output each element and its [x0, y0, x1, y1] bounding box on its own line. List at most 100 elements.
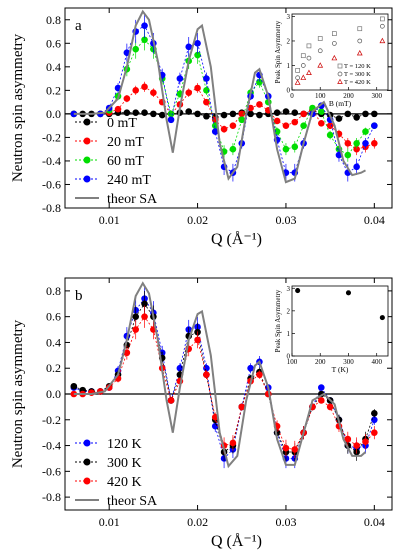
data-point [123, 349, 131, 357]
data-point [176, 75, 184, 82]
inset-y-axis-label: Peak Spin Asymmetry [274, 289, 282, 352]
data-point [282, 108, 290, 115]
data-point [291, 143, 299, 151]
legend-marker [83, 439, 91, 447]
data-point [247, 364, 254, 372]
inset-point [294, 79, 301, 85]
data-point [282, 145, 290, 153]
data-point [220, 125, 228, 133]
inset-point [332, 41, 337, 46]
y-tick-label: -0.6 [42, 177, 61, 191]
y-tick-label: 0.6 [46, 310, 61, 324]
legend-label: 120 K [107, 437, 142, 452]
y-tick-label: 0.8 [46, 13, 61, 27]
inset-x-tick-label: 100 [315, 92, 326, 100]
y-tick-label: 0.8 [46, 284, 61, 298]
data-point [167, 116, 175, 124]
inset-y-tick-label: 2 [287, 37, 291, 45]
legend-label: 300 K [107, 456, 142, 471]
y-tick-label: 0.6 [46, 36, 61, 50]
inset-point [356, 49, 363, 56]
y-tick-label: -0.4 [42, 154, 61, 168]
data-point [229, 122, 237, 129]
data-point [194, 336, 201, 344]
x-axis-label: Q (Å⁻¹) [211, 532, 262, 550]
legend-marker [83, 118, 91, 126]
inset-point [300, 53, 306, 59]
inset-legend-label: T = 120 K [344, 63, 371, 70]
y-tick-label: 0.2 [46, 361, 61, 375]
data-point [273, 109, 281, 117]
data-point [158, 111, 166, 119]
x-tick-label: 0.02 [187, 213, 208, 227]
legend-label: theor SA [107, 494, 158, 509]
inset-frame [291, 13, 389, 91]
data-point [273, 117, 281, 125]
legend-label: 420 K [107, 475, 142, 490]
data-point [317, 119, 325, 127]
inset-legend-marker [337, 78, 343, 84]
data-point [371, 416, 378, 424]
data-point [317, 108, 325, 115]
x-tick-label: 0.01 [99, 213, 120, 227]
y-tick-label: 0.2 [46, 83, 61, 97]
data-point [247, 110, 254, 118]
data-point [203, 87, 210, 94]
data-point [371, 122, 378, 129]
data-point [353, 442, 360, 449]
data-point [362, 110, 369, 118]
data-point [123, 95, 131, 102]
inset-x-tick-label: 200 [315, 358, 326, 366]
data-point [132, 87, 140, 94]
x-tick-label: 0.03 [275, 515, 296, 529]
x-tick-label: 0.04 [364, 515, 385, 529]
panel-label: b [75, 288, 83, 304]
data-point [282, 444, 290, 452]
chart-panel-a: -0.8 -0.6 -0.4 -0.2 0.0 0.2 0.4 0.6 0.8 0.01 0.02 0… [10, 7, 393, 248]
inset-x-tick-label: 200 [343, 92, 354, 100]
data-point [353, 145, 360, 153]
data-point [317, 397, 325, 404]
data-point [185, 43, 193, 51]
data-point [141, 300, 148, 308]
data-point [256, 101, 263, 108]
theory-curve [73, 9, 366, 184]
legend-label: 60 mT [107, 154, 144, 169]
data-point [141, 36, 148, 44]
data-point [220, 111, 228, 119]
inset-y-tick-label: 1 [287, 62, 291, 70]
inset-point [306, 55, 312, 61]
data-point [282, 122, 290, 129]
data-point [185, 108, 193, 115]
data-point [238, 110, 246, 118]
data-point [362, 128, 369, 135]
inset-point [317, 48, 323, 54]
inset-point [345, 290, 352, 296]
data-point [194, 84, 201, 92]
inset-x-tick-label: 0 [290, 92, 294, 100]
y-tick-label: 0.0 [46, 107, 61, 121]
y-tick-label: 0.4 [46, 335, 61, 349]
y-tick-label: -0.4 [42, 439, 61, 453]
data-point [353, 139, 360, 147]
data-point [150, 89, 157, 97]
data-point [150, 110, 157, 118]
plot-frame [64, 7, 393, 209]
inset-point [379, 315, 385, 321]
inset-legend-label: T = 300 K [344, 71, 371, 78]
data-point [273, 128, 281, 135]
legend-marker [83, 458, 91, 466]
inset-y-tick-label: 0 [287, 87, 291, 95]
data-point [211, 128, 219, 135]
data-point [229, 110, 237, 118]
data-point [344, 151, 352, 159]
inset-point [380, 23, 385, 29]
theory-curve [73, 281, 367, 469]
data-point [256, 111, 263, 119]
data-point [300, 110, 307, 118]
data-point [70, 382, 78, 390]
data-point [371, 139, 378, 147]
data-point [132, 45, 140, 53]
data-point [229, 439, 237, 447]
data-point [229, 145, 237, 153]
